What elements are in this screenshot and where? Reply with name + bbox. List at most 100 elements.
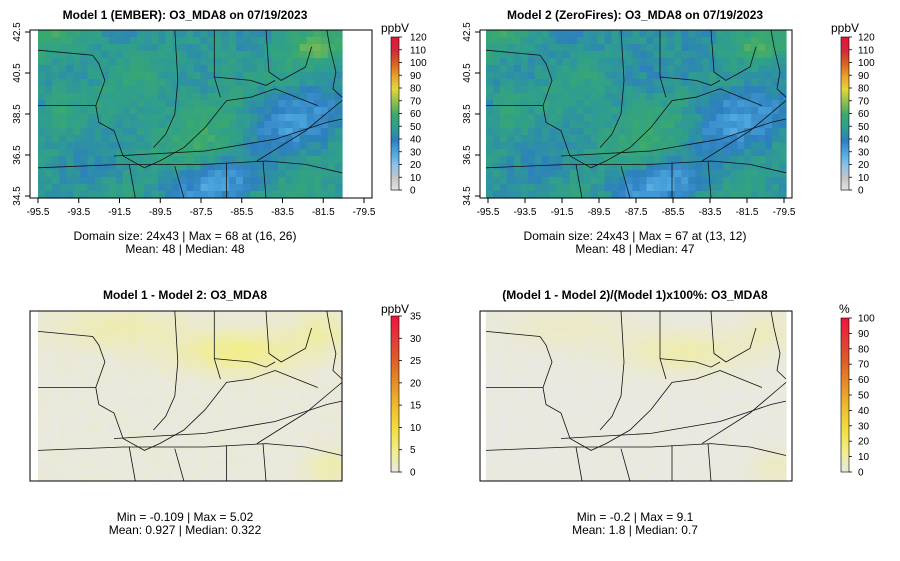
heatmap-cell <box>660 452 668 461</box>
heatmap-cell <box>513 311 522 319</box>
heatmap-cell <box>534 417 543 425</box>
heatmap-cell <box>101 318 110 326</box>
heatmap-cell <box>716 170 724 178</box>
colorbar-tick-label: 60 <box>858 375 870 386</box>
heatmap-cell <box>115 170 124 178</box>
heatmap-cell <box>207 403 216 411</box>
heatmap-cell <box>250 473 258 482</box>
heatmap-cell <box>674 332 682 340</box>
heatmap-cell <box>737 424 745 433</box>
heatmap-cell <box>492 381 501 390</box>
x-tick-label: -95.5 <box>477 207 500 218</box>
heatmap-cell <box>158 65 166 73</box>
heatmap-cell <box>306 367 315 376</box>
state-border <box>707 443 712 482</box>
state-border <box>214 76 276 86</box>
heatmap-cell <box>506 388 515 397</box>
colorbar-segment <box>841 59 849 63</box>
heatmap-cell <box>772 30 780 38</box>
heatmap-cell <box>723 318 731 326</box>
colorbar-segment <box>391 121 399 125</box>
heatmap-cell <box>285 93 294 101</box>
heatmap-cell <box>313 332 322 340</box>
colorbar-segment <box>391 131 399 135</box>
colorbar-tick-label: 35 <box>410 312 422 323</box>
heatmap-cell <box>207 353 216 362</box>
heatmap-cell <box>136 445 145 454</box>
heatmap-cell <box>646 65 655 73</box>
heatmap-cell <box>520 388 529 397</box>
colorbar-tick-label: 40 <box>858 406 870 417</box>
heatmap-cell <box>730 466 738 475</box>
heatmap-cell <box>751 403 759 411</box>
heatmap-cell <box>492 325 501 333</box>
heatmap-cell <box>576 396 585 404</box>
heatmap-cell <box>271 403 279 411</box>
heatmap-cell <box>667 37 675 45</box>
heatmap-cell <box>520 58 529 66</box>
heatmap-cell <box>101 86 110 94</box>
heatmap-cell <box>327 142 336 150</box>
heatmap-cell <box>597 135 606 143</box>
heatmap-cell <box>136 170 145 178</box>
heatmap-cell <box>520 135 529 143</box>
heatmap-cell <box>562 30 571 38</box>
heatmap-cell <box>562 353 571 362</box>
heatmap-cell <box>618 353 627 362</box>
heatmap-cell <box>625 65 634 73</box>
heatmap-cell <box>327 318 336 326</box>
colorbar-segment <box>841 389 849 393</box>
heatmap-cell <box>257 100 265 108</box>
heatmap-cell <box>744 353 752 362</box>
heatmap-cell <box>492 51 501 59</box>
heatmap-cell <box>758 367 766 376</box>
heatmap-cell <box>257 44 265 52</box>
heatmap-cell <box>59 100 67 108</box>
heatmap-cell <box>122 44 131 52</box>
heatmap-cell <box>520 37 529 45</box>
heatmap-cell <box>562 86 571 94</box>
heatmap-cell <box>327 473 336 482</box>
heatmap-cell <box>751 424 759 433</box>
heatmap-cell <box>548 142 557 150</box>
heatmap-cell <box>569 318 578 326</box>
state-border <box>485 443 787 456</box>
heatmap-cell <box>562 459 571 468</box>
heatmap-cell <box>221 65 230 73</box>
heatmap-cell <box>101 346 110 355</box>
heatmap-cell <box>486 93 494 101</box>
heatmap-cell <box>492 424 501 433</box>
heatmap-cell <box>73 403 82 411</box>
heatmap-cell <box>250 107 258 115</box>
heatmap-cell <box>702 58 710 66</box>
heatmap-cell <box>66 360 74 369</box>
heatmap-cell <box>681 30 689 38</box>
heatmap-cell <box>299 346 308 355</box>
heatmap-cell <box>80 114 89 122</box>
heatmap-cell <box>681 466 689 475</box>
heatmap-cell <box>702 403 710 411</box>
colorbar-segment <box>391 62 399 66</box>
heatmap-cell <box>702 417 710 425</box>
heatmap-cell <box>59 396 67 404</box>
heatmap-cell <box>716 332 724 340</box>
heatmap-cell <box>214 311 223 319</box>
heatmap-cell <box>158 93 166 101</box>
heatmap-cell <box>576 403 585 411</box>
heatmap-cell <box>165 459 173 468</box>
colorbar-segment <box>841 110 849 114</box>
heatmap-cell <box>716 30 724 38</box>
heatmap-cell <box>702 93 710 101</box>
heatmap-cell <box>38 107 46 115</box>
heatmap-cell <box>576 65 585 73</box>
heatmap-cell <box>285 452 294 461</box>
heatmap-cell <box>136 325 145 333</box>
heatmap-cell <box>320 318 329 326</box>
heatmap-cell <box>292 438 301 447</box>
colorbar-segment <box>391 136 399 140</box>
heatmap-cell <box>639 37 648 45</box>
heatmap-cell <box>87 318 96 326</box>
heatmap-cell <box>228 445 237 454</box>
heatmap-cell <box>193 318 202 326</box>
heatmap-cell <box>52 128 60 136</box>
